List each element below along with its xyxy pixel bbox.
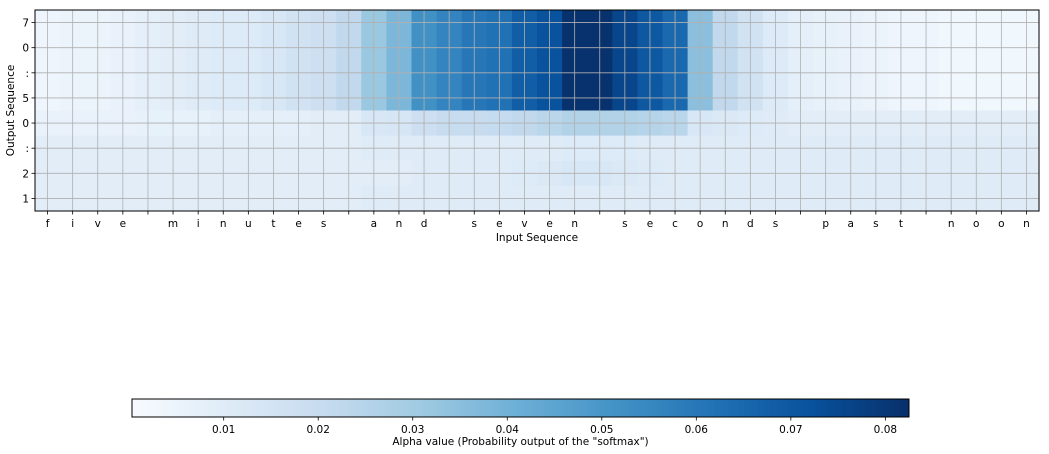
x-tick-label: f xyxy=(46,218,50,230)
x-tick-label: s xyxy=(873,218,878,230)
colorbar-tick-label: 0.02 xyxy=(307,424,330,436)
x-tick-label: e xyxy=(295,218,301,230)
colorbar-label: Alpha value (Probability output of the "… xyxy=(392,436,648,448)
heatmap-cells xyxy=(35,10,1040,212)
x-tick-label: i xyxy=(197,218,200,230)
x-tick-label: u xyxy=(245,218,252,230)
x-tick-label: e xyxy=(496,218,502,230)
x-tick-label: v xyxy=(521,218,527,230)
y-tick-label: 5 xyxy=(22,93,29,105)
colorbar-tick-label: 0.08 xyxy=(874,424,897,436)
x-tick-label: i xyxy=(71,218,74,230)
x-tick-label: e xyxy=(120,218,126,230)
x-tick-label: v xyxy=(95,218,101,230)
x-tick-label: m xyxy=(168,218,178,230)
y-tick-label: 0 xyxy=(22,118,29,130)
y-tick-label: 1 xyxy=(22,193,29,205)
y-tick-label: : xyxy=(25,143,29,155)
x-tick-label: s xyxy=(622,218,627,230)
x-tick-label: s xyxy=(472,218,477,230)
y-tick-label: 7 xyxy=(22,18,29,30)
x-tick-label: d xyxy=(747,218,754,230)
x-tick-label: n xyxy=(571,218,578,230)
x-tick-label: a xyxy=(371,218,377,230)
x-tick-label: s xyxy=(773,218,778,230)
x-tick-label: e xyxy=(647,218,653,230)
x-tick-label: n xyxy=(948,218,955,230)
x-tick-label: n xyxy=(1023,218,1030,230)
x-tick-label: d xyxy=(421,218,428,230)
x-axis-label: Input Sequence xyxy=(496,232,578,244)
x-tick-label: n xyxy=(220,218,227,230)
x-tick-label: e xyxy=(546,218,552,230)
plot-frame xyxy=(34,9,1040,212)
y-tick-label: : xyxy=(25,68,29,80)
y-tick-labels: 7 0: 5 0: 2 1 xyxy=(22,18,35,205)
x-tick-label: p xyxy=(822,218,829,230)
x-tick-label: t xyxy=(271,218,275,230)
colorbar: 0.01 0.02 0.03 0.04 0.05 0.06 0.07 0.08 Alpha v… xyxy=(131,398,910,448)
colorbar-tick-label: 0.04 xyxy=(496,424,520,436)
heatmap-grid xyxy=(35,10,1039,211)
x-tick-label: a xyxy=(848,218,854,230)
x-tick-label: s xyxy=(321,218,326,230)
x-tick-label: n xyxy=(396,218,403,230)
x-tick-label: t xyxy=(899,218,903,230)
colorbar-tick-label: 0.06 xyxy=(685,424,709,436)
colorbar-tick-label: 0.03 xyxy=(401,424,424,436)
x-tick-label: o xyxy=(998,218,1004,230)
colorbar-tick-label: 0.01 xyxy=(212,424,235,436)
x-tick-label: n xyxy=(722,218,729,230)
y-tick-label: 0 xyxy=(22,43,29,55)
colorbar-ticks: 0.01 0.02 0.03 0.04 0.05 0.06 0.07 0.08 xyxy=(212,417,897,436)
x-tick-label: c xyxy=(672,218,678,230)
colorbar-tick-label: 0.05 xyxy=(590,424,613,436)
colorbar-tick-label: 0.07 xyxy=(779,424,802,436)
y-tick-label: 2 xyxy=(22,168,29,180)
colorbar-gradient xyxy=(131,398,910,418)
x-tick-label: o xyxy=(973,218,979,230)
y-axis-label: Output Sequence xyxy=(5,65,17,157)
x-tick-label: o xyxy=(697,218,703,230)
